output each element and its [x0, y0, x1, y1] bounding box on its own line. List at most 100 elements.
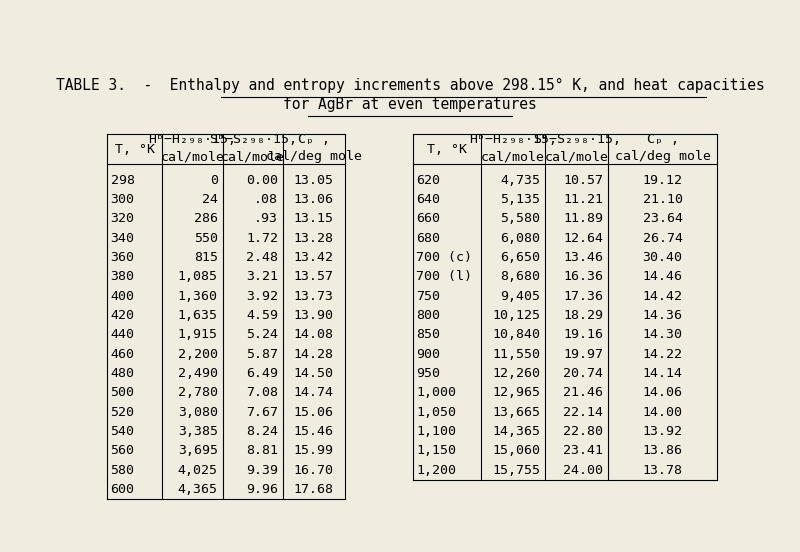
Text: 19.97: 19.97: [563, 348, 603, 360]
Text: 13.15: 13.15: [294, 212, 334, 225]
Text: 7.08: 7.08: [246, 386, 278, 399]
Text: 380: 380: [110, 270, 134, 283]
Text: 22.14: 22.14: [563, 406, 603, 418]
Text: 10,125: 10,125: [492, 309, 540, 322]
Text: 17.68: 17.68: [294, 483, 334, 496]
Text: 21.46: 21.46: [563, 386, 603, 399]
Text: 21.10: 21.10: [642, 193, 682, 206]
Text: 1,915: 1,915: [178, 328, 218, 341]
Text: 4.59: 4.59: [246, 309, 278, 322]
Text: 13.06: 13.06: [294, 193, 334, 206]
Text: 13.73: 13.73: [294, 290, 334, 302]
Text: 5,135: 5,135: [500, 193, 540, 206]
Text: 15.99: 15.99: [294, 444, 334, 457]
Text: 13.86: 13.86: [642, 444, 682, 457]
Text: 3,695: 3,695: [178, 444, 218, 457]
Text: .93: .93: [254, 212, 278, 225]
Text: Cₚ ,: Cₚ ,: [298, 133, 330, 146]
Text: 19.16: 19.16: [563, 328, 603, 341]
Text: 3,385: 3,385: [178, 425, 218, 438]
Text: 6,080: 6,080: [500, 231, 540, 245]
Text: T, °K: T, °K: [114, 142, 154, 156]
Text: 13.57: 13.57: [294, 270, 334, 283]
Text: 14,365: 14,365: [492, 425, 540, 438]
Text: 298: 298: [110, 173, 134, 187]
Text: 9.96: 9.96: [246, 483, 278, 496]
Text: 24: 24: [202, 193, 218, 206]
Text: 8.24: 8.24: [246, 425, 278, 438]
Text: 8,680: 8,680: [500, 270, 540, 283]
Text: Hᵇ−H₂₉₈·15,: Hᵇ−H₂₉₈·15,: [148, 133, 236, 146]
Text: 360: 360: [110, 251, 134, 264]
Text: 540: 540: [110, 425, 134, 438]
Text: 800: 800: [416, 309, 440, 322]
Text: Sᵇ−S₂₉₈·15,: Sᵇ−S₂₉₈·15,: [209, 133, 297, 146]
Text: 560: 560: [110, 444, 134, 457]
Text: TABLE 3.  -  Enthalpy and entropy increments above 298.15° K, and heat capacitie: TABLE 3. - Enthalpy and entropy incremen…: [56, 78, 764, 93]
Text: 0: 0: [210, 173, 218, 187]
Text: 1,635: 1,635: [178, 309, 218, 322]
Text: 5.24: 5.24: [246, 328, 278, 341]
Text: 12,260: 12,260: [492, 367, 540, 380]
Text: 14.74: 14.74: [294, 386, 334, 399]
Text: 23.41: 23.41: [563, 444, 603, 457]
Text: 11,550: 11,550: [492, 348, 540, 360]
Text: 0.00: 0.00: [246, 173, 278, 187]
Text: 1,085: 1,085: [178, 270, 218, 283]
Text: 680: 680: [416, 231, 440, 245]
Text: 16.36: 16.36: [563, 270, 603, 283]
Text: 600: 600: [110, 483, 134, 496]
Text: 15.06: 15.06: [294, 406, 334, 418]
Text: 520: 520: [110, 406, 134, 418]
Text: 4,365: 4,365: [178, 483, 218, 496]
Text: 14.30: 14.30: [642, 328, 682, 341]
Text: 16.70: 16.70: [294, 464, 334, 476]
Text: 1,050: 1,050: [416, 406, 456, 418]
Text: 15.46: 15.46: [294, 425, 334, 438]
Text: 2,490: 2,490: [178, 367, 218, 380]
Text: 340: 340: [110, 231, 134, 245]
Text: 22.80: 22.80: [563, 425, 603, 438]
Text: 9,405: 9,405: [500, 290, 540, 302]
Text: 700 (l): 700 (l): [416, 270, 472, 283]
Text: Hᵇ−H₂₉₈·15,: Hᵇ−H₂₉₈·15,: [470, 133, 558, 146]
Text: 300: 300: [110, 193, 134, 206]
Text: 580: 580: [110, 464, 134, 476]
Text: cal/mole: cal/mole: [545, 150, 609, 163]
Text: 850: 850: [416, 328, 440, 341]
Text: 815: 815: [194, 251, 218, 264]
Text: 14.36: 14.36: [642, 309, 682, 322]
Text: 13,665: 13,665: [492, 406, 540, 418]
Text: 13.05: 13.05: [294, 173, 334, 187]
Text: 2,200: 2,200: [178, 348, 218, 360]
Text: cal/mole: cal/mole: [160, 150, 224, 163]
Text: 14.08: 14.08: [294, 328, 334, 341]
Text: 750: 750: [416, 290, 440, 302]
Text: 24.00: 24.00: [563, 464, 603, 476]
Text: 10.57: 10.57: [563, 173, 603, 187]
Text: 18.29: 18.29: [563, 309, 603, 322]
Text: 30.40: 30.40: [642, 251, 682, 264]
Text: 3.21: 3.21: [246, 270, 278, 283]
Text: 26.74: 26.74: [642, 231, 682, 245]
Text: 1.72: 1.72: [246, 231, 278, 245]
Text: 14.22: 14.22: [642, 348, 682, 360]
Text: 550: 550: [194, 231, 218, 245]
Text: 640: 640: [416, 193, 440, 206]
Text: 14.14: 14.14: [642, 367, 682, 380]
Text: Cₚ ,: Cₚ ,: [646, 133, 678, 146]
Text: Sᵇ−S₂₉₈·15,: Sᵇ−S₂₉₈·15,: [533, 133, 621, 146]
Text: 320: 320: [110, 212, 134, 225]
Text: 5,580: 5,580: [500, 212, 540, 225]
Text: 900: 900: [416, 348, 440, 360]
Text: 15,755: 15,755: [492, 464, 540, 476]
Text: 400: 400: [110, 290, 134, 302]
Text: 11.89: 11.89: [563, 212, 603, 225]
Text: 1,200: 1,200: [416, 464, 456, 476]
Text: 12.64: 12.64: [563, 231, 603, 245]
Text: 480: 480: [110, 367, 134, 380]
Text: 1,150: 1,150: [416, 444, 456, 457]
Text: cal/deg mole: cal/deg mole: [266, 150, 362, 163]
Text: 8.81: 8.81: [246, 444, 278, 457]
Text: 5.87: 5.87: [246, 348, 278, 360]
